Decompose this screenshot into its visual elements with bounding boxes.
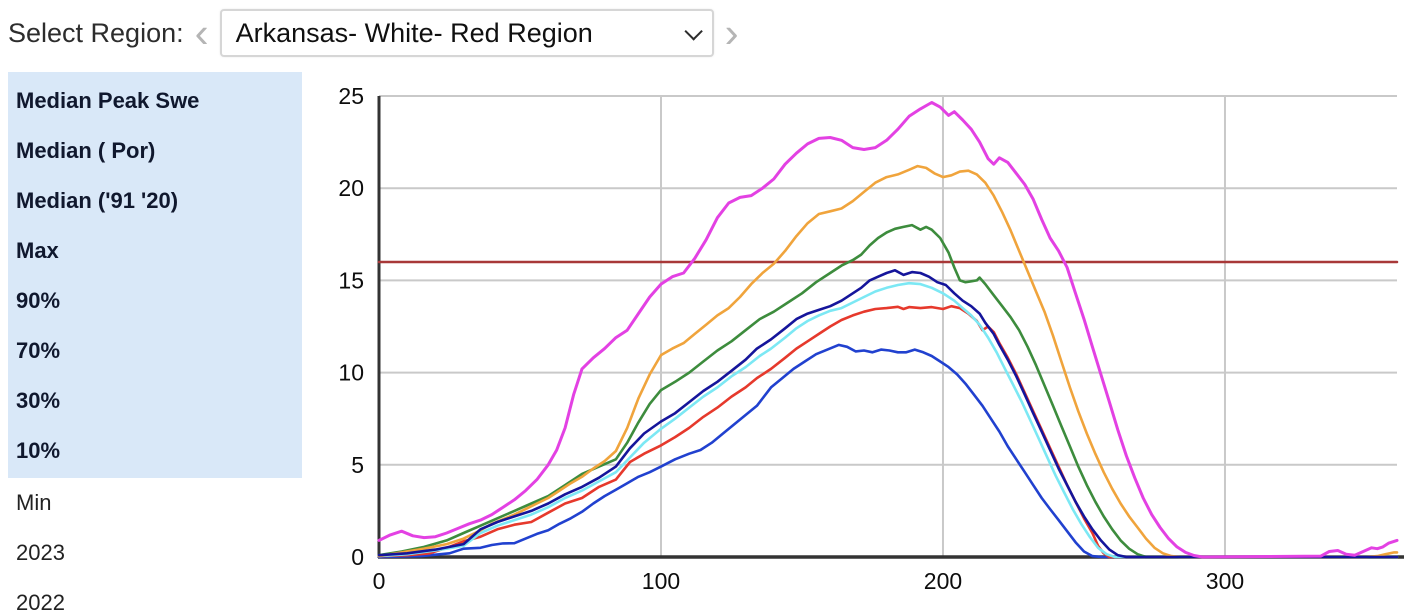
series-max	[377, 101, 1399, 559]
y-tick-label-5: 5	[351, 452, 364, 478]
legend-unselected-group: Min 2023 2022	[8, 478, 302, 614]
legend-item-10[interactable]: 10%	[16, 438, 61, 463]
x-tick-label-100: 100	[642, 568, 680, 594]
legend-item-2022[interactable]: 2022	[16, 590, 65, 614]
region-select[interactable]: Arkansas- White- Red Region	[219, 9, 714, 57]
x-tick-label-200: 200	[924, 568, 962, 594]
y-tick-label-15: 15	[338, 267, 364, 293]
legend-item-median-peak-swe[interactable]: Median Peak Swe	[16, 88, 200, 113]
series-pct-30	[377, 304, 1399, 559]
y-tick-label-10: 10	[338, 360, 364, 386]
legend-item-max[interactable]: Max	[16, 238, 59, 263]
select-region-label: Select Region:	[8, 17, 184, 48]
chart-plot-area[interactable]: 0 5 10 15 20 25 0 100 200 300	[330, 70, 1414, 614]
previous-region-button[interactable]: ‹	[194, 9, 209, 56]
legend-item-70[interactable]: 70%	[16, 338, 61, 363]
legend-item-median-por[interactable]: Median ( Por)	[16, 138, 156, 163]
y-tick-label-20: 20	[338, 175, 364, 201]
legend-item-90[interactable]: 90%	[16, 288, 61, 313]
legend-selected-group: Median Peak Swe Median ( Por) Median ('91 …	[8, 72, 302, 478]
region-select-value: Arkansas- White- Red Region	[235, 17, 593, 48]
next-region-button[interactable]: ›	[724, 9, 739, 56]
chevron-down-icon	[684, 21, 703, 41]
series-median-91-20	[377, 281, 1399, 559]
series-median-por	[377, 269, 1399, 559]
y-tick-label-0: 0	[351, 544, 364, 570]
region-selector-bar: Select Region: ‹ Arkansas- White- Red Re…	[8, 8, 741, 58]
legend-item-2023[interactable]: 2023	[16, 540, 65, 565]
legend-item-min[interactable]: Min	[16, 490, 52, 515]
y-tick-label-25: 25	[338, 83, 364, 109]
x-tick-label-300: 300	[1206, 568, 1244, 594]
x-tick-label-0: 0	[373, 568, 386, 594]
series-pct-90	[377, 164, 1399, 559]
legend-item-median-91-20[interactable]: Median ('91 '20)	[16, 188, 179, 213]
legend-sidebar: Median Peak Swe Median ( Por) Median ('91 …	[8, 72, 302, 614]
legend-item-30[interactable]: 30%	[16, 388, 61, 413]
series-pct-10	[377, 343, 1399, 559]
